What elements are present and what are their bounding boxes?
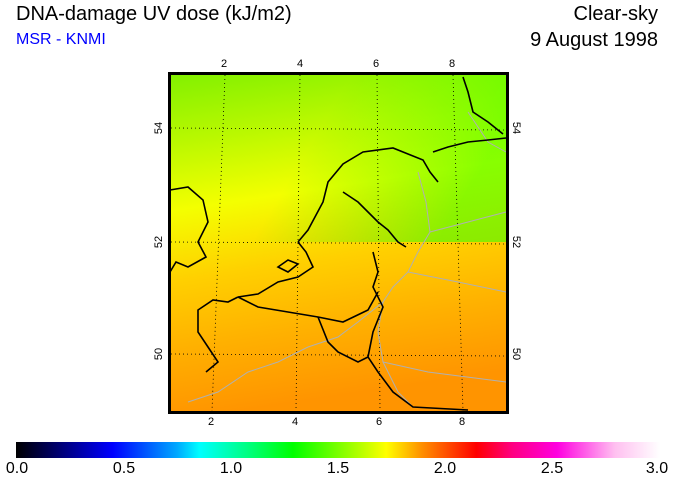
dose-map bbox=[168, 72, 509, 414]
colorbar-label: 3.0 bbox=[645, 460, 669, 477]
credit-label: MSR - KNMI bbox=[16, 31, 106, 48]
lat-tick-right: 50 bbox=[510, 347, 523, 361]
lon-tick-bottom: 8 bbox=[459, 416, 466, 428]
colorbar-label: 2.0 bbox=[433, 460, 457, 477]
lat-tick-left: 50 bbox=[153, 347, 166, 361]
colorbar bbox=[16, 442, 660, 458]
colorbar-label: 0.5 bbox=[112, 460, 136, 477]
lat-tick-left: 54 bbox=[153, 121, 166, 135]
lon-tick-bottom: 6 bbox=[376, 416, 383, 428]
lon-tick-bottom: 2 bbox=[208, 416, 215, 428]
lon-tick-bottom: 4 bbox=[292, 416, 299, 428]
colorbar-label: 2.5 bbox=[540, 460, 564, 477]
lat-tick-left: 52 bbox=[153, 235, 166, 249]
colorbar-label: 0.0 bbox=[5, 460, 29, 477]
lon-tick-top: 6 bbox=[373, 58, 380, 70]
lat-tick-right: 52 bbox=[510, 235, 523, 249]
lon-tick-top: 4 bbox=[297, 58, 304, 70]
lon-tick-top: 8 bbox=[449, 58, 456, 70]
lon-tick-top: 2 bbox=[221, 58, 228, 70]
sky-condition-label: Clear-sky bbox=[573, 3, 658, 25]
coastlines bbox=[169, 76, 507, 411]
date-label: 9 August 1998 bbox=[530, 29, 658, 51]
lat-tick-right: 54 bbox=[510, 121, 523, 135]
country-borders bbox=[187, 111, 507, 408]
map-frame bbox=[168, 72, 509, 414]
figure-title: DNA-damage UV dose (kJ/m2) bbox=[16, 3, 292, 25]
colorbar-label: 1.0 bbox=[219, 460, 243, 477]
colorbar-label: 1.5 bbox=[326, 460, 350, 477]
